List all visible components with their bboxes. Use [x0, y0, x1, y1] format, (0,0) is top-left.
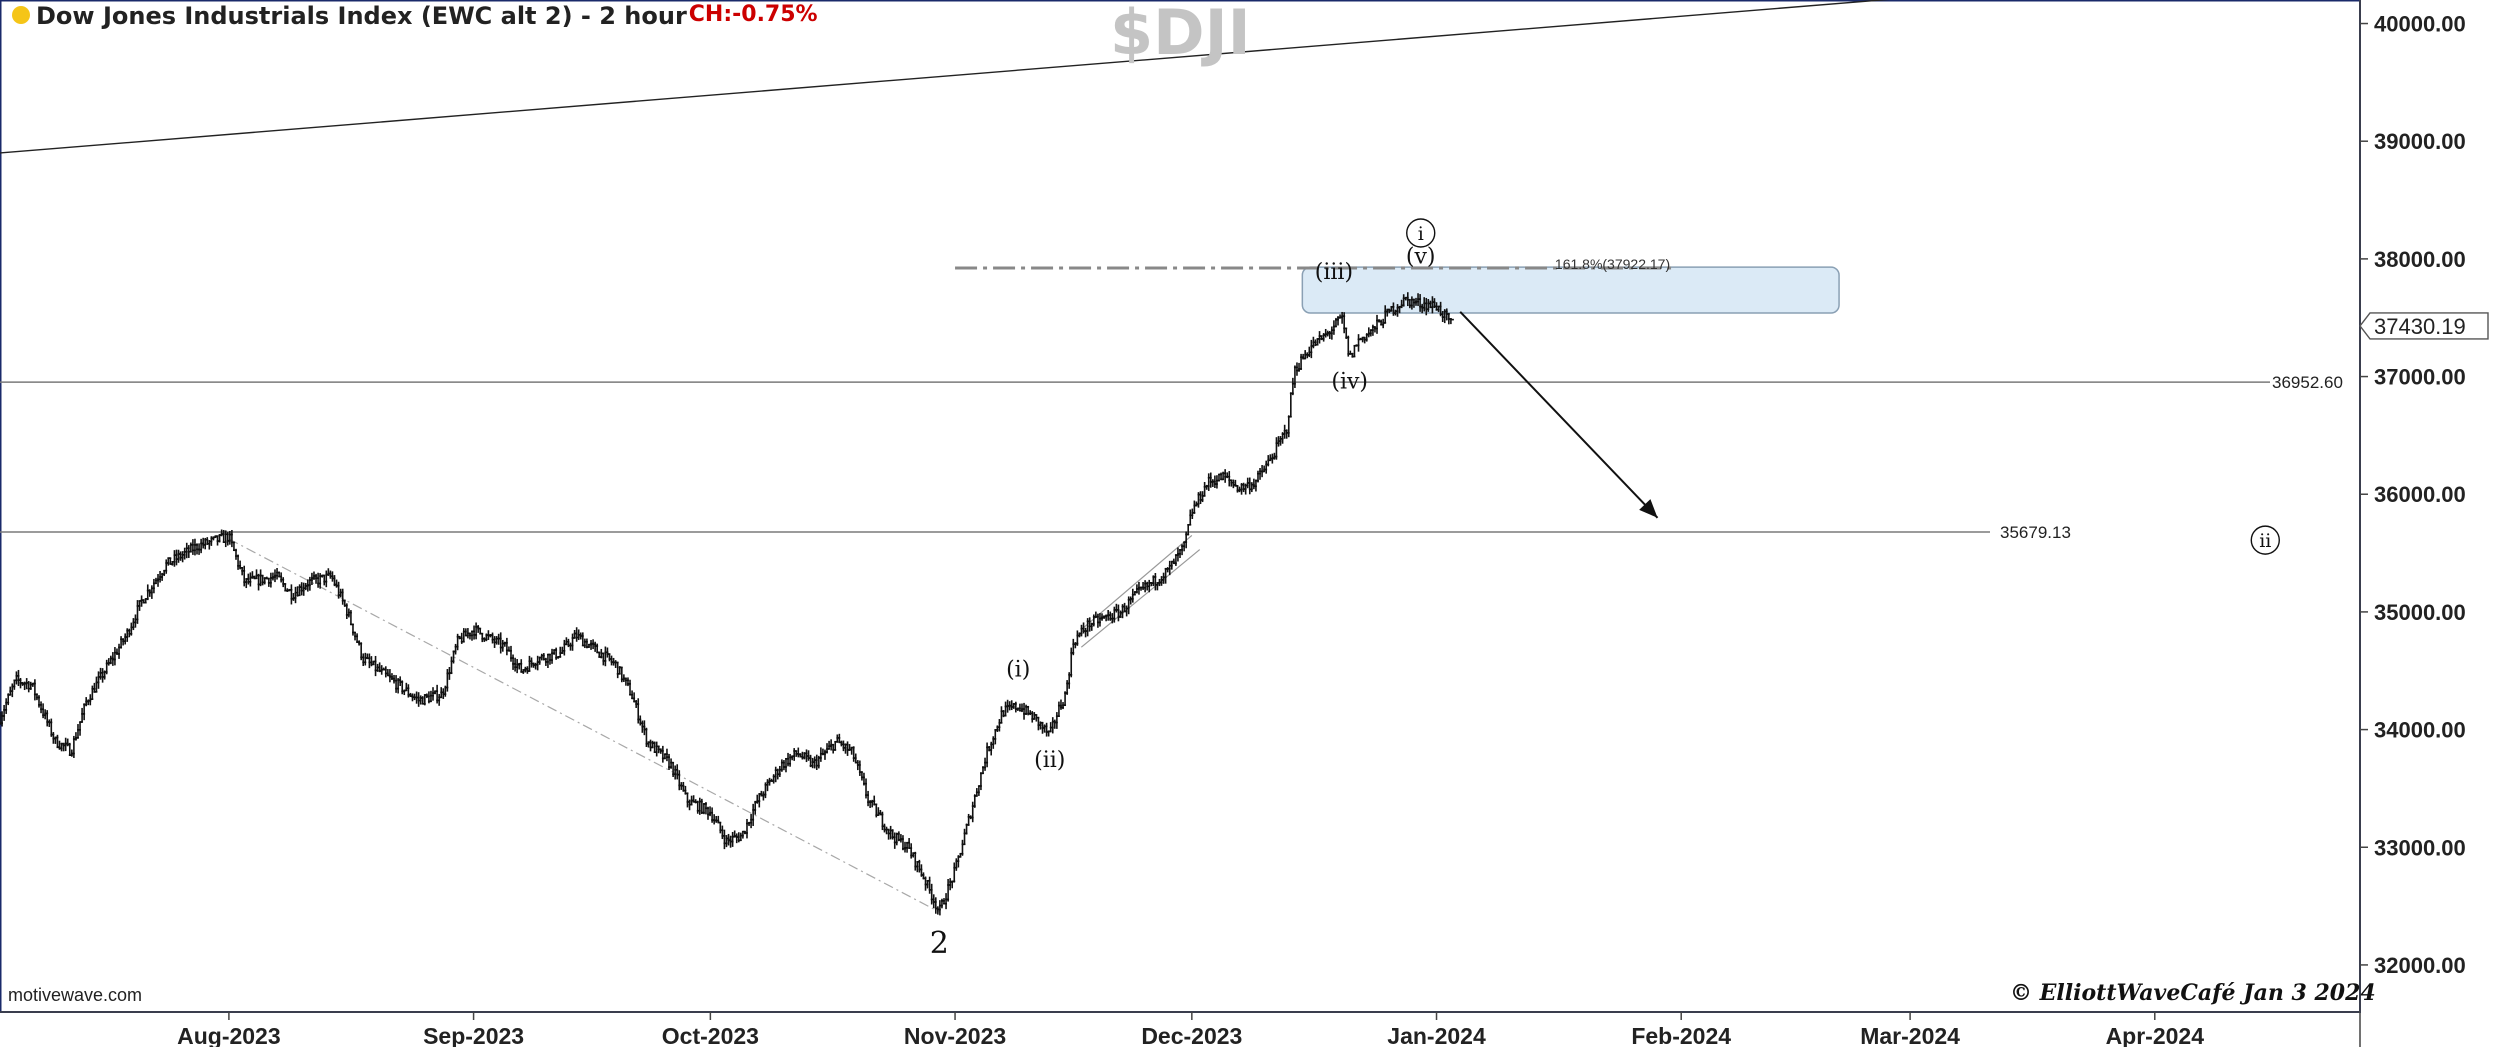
wave-label: (ii) [1034, 748, 1065, 773]
y-tick-label: 38000.00 [2374, 247, 2466, 272]
change-percent: CH:-0.75% [688, 2, 818, 27]
wave-label: ii [2259, 530, 2271, 552]
level-label: 36952.60 [2272, 373, 2343, 392]
price-bars [0, 292, 1454, 916]
x-tick-label: Aug-2023 [177, 1023, 281, 1047]
copyright-label: © ElliottWaveCafé Jan 3 2024 [2010, 980, 2376, 1006]
y-tick-label: 39000.00 [2374, 129, 2466, 154]
x-tick-label: Jan-2024 [1387, 1023, 1486, 1047]
wave-label: (i) [1006, 658, 1030, 683]
y-tick-label: 34000.00 [2374, 718, 2466, 743]
wave-label: (v) [1406, 245, 1436, 270]
trendline [0, 0, 1890, 154]
x-tick-label: Sep-2023 [423, 1023, 524, 1047]
y-tick-label: 37000.00 [2374, 365, 2466, 390]
x-tick-label: Mar-2024 [1860, 1023, 1960, 1047]
wave-label: (iv) [1331, 369, 1368, 394]
y-tick-label: 40000.00 [2374, 12, 2466, 37]
wave-label: 2 [930, 926, 949, 961]
level-label: 35679.13 [2000, 523, 2071, 542]
guide-line [228, 538, 940, 913]
projection-arrow [1459, 311, 1659, 519]
wave-label: i [1418, 223, 1424, 245]
x-tick-label: Oct-2023 [662, 1023, 759, 1047]
target-zone [1301, 266, 1840, 314]
symbol-watermark: $DJI [1110, 0, 1251, 69]
last-price-tag [2359, 312, 2489, 340]
arrow-head-icon [1639, 499, 1658, 518]
x-tick-label: Dec-2023 [1141, 1023, 1242, 1047]
status-dot-icon [12, 6, 30, 24]
chart-header: Dow Jones Industrials Index (EWC alt 2) … [12, 2, 818, 30]
plot-frame [0, 0, 2361, 1013]
x-tick-label: Nov-2023 [904, 1023, 1006, 1047]
source-label: motivewave.com [8, 985, 143, 1005]
chart-title: Dow Jones Industrials Index (EWC alt 2) … [36, 2, 687, 30]
x-tick-label: Apr-2024 [2106, 1023, 2205, 1047]
channel-line [1080, 549, 1201, 648]
y-tick-label: 35000.00 [2374, 600, 2466, 625]
y-tick-label: 36000.00 [2374, 482, 2466, 507]
y-tick-label: 33000.00 [2374, 835, 2466, 860]
last-price-label: 37430.19 [2374, 314, 2466, 339]
wave-label: (iii) [1315, 260, 1353, 285]
x-tick-label: Feb-2024 [1631, 1023, 1731, 1047]
y-tick-label: 32000.00 [2374, 953, 2466, 978]
wave-circle [2250, 525, 2280, 555]
fib-label: 161.8%(37922.17) [1555, 256, 1670, 272]
wave-circle [1406, 218, 1436, 248]
